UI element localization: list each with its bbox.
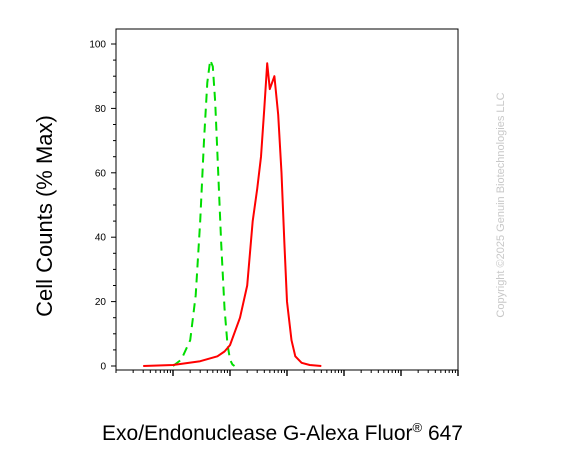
series-line-2 <box>143 62 322 367</box>
x-axis-title-registered: ® <box>412 420 423 435</box>
x-axis-title: Exo/Endonuclease G-Alexa Fluor® 647 <box>0 420 565 446</box>
x-axis-title-tail: 647 <box>422 422 463 445</box>
y-tick-label: 0 <box>100 362 106 373</box>
x-axis-title-main: Exo/Endonuclease G-Alexa Fluor <box>102 422 413 445</box>
plot-frame <box>115 28 459 371</box>
x-axis-ticks <box>115 370 459 376</box>
series-group <box>143 59 322 367</box>
y-axis-ticks: 0 20 40 60 80 100 <box>89 40 116 373</box>
y-tick-label: 60 <box>95 168 107 179</box>
y-tick-label: 80 <box>95 104 107 115</box>
y-tick-label: 20 <box>95 297 107 308</box>
y-tick-label: 40 <box>95 233 107 244</box>
y-tick-label: 100 <box>89 40 106 51</box>
series-line-1 <box>172 59 236 367</box>
copyright-watermark: Copyright ©2025 Genuin Biotechnologies L… <box>495 92 507 317</box>
y-axis-title: Cell Counts (% Max) <box>32 115 57 317</box>
